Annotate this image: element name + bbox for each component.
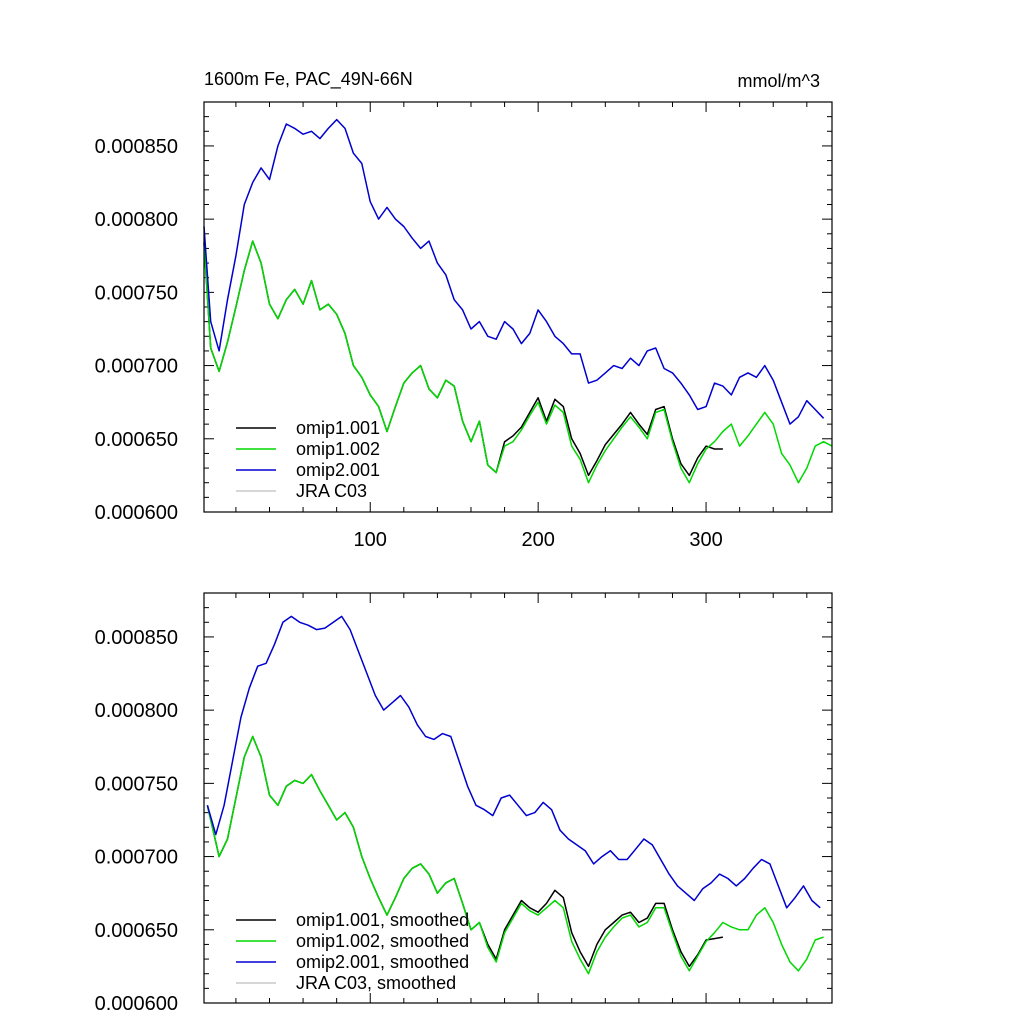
y-tick-label: 0.000750 xyxy=(95,773,178,795)
top-panel-title: 1600m Fe, PAC_49N-66N xyxy=(204,69,413,90)
top-panel-units: mmol/m^3 xyxy=(738,71,820,91)
legend-label-omip1-001: omip1.001 xyxy=(296,418,380,438)
series-line-omip2-001 xyxy=(203,118,825,425)
legend-label-omip2-001: omip2.001 xyxy=(296,460,380,480)
legend-label-omip1-002-smoothed: omip1.002, smoothed xyxy=(296,931,469,951)
top-panel-frame xyxy=(203,101,833,513)
series-line-omip1-001 xyxy=(203,240,723,477)
top-panel-y-axis: 0.000600 0.000650 0.000700 0.000750 0.000800… xyxy=(95,136,178,524)
y-tick-label: 0.000750 xyxy=(95,282,178,304)
y-tick-label: 0.000650 xyxy=(95,429,178,451)
series-line-omip1-002-smoothed xyxy=(206,735,824,975)
series-line-omip2-001-smoothed xyxy=(206,615,821,909)
y-tick-label: 0.000600 xyxy=(95,502,178,524)
y-tick-label: 0.000850 xyxy=(95,136,178,158)
y-tick-label: 0.000700 xyxy=(95,847,178,869)
top-panel: 1600m Fe, PAC_49N-66N mmol/m^3 0.0006000… xyxy=(95,69,833,551)
bottom-panel-frame xyxy=(203,592,833,1004)
y-tick-label: 0.000800 xyxy=(95,700,178,722)
y-tick-label: 0.000700 xyxy=(95,356,178,378)
y-tick-label: 0.000800 xyxy=(95,209,178,231)
x-tick-label: 300 xyxy=(689,529,722,551)
x-tick-label: 200 xyxy=(521,529,554,551)
legend-label-omip1-002: omip1.002 xyxy=(296,439,380,459)
bottom-panel-series xyxy=(206,615,824,975)
legend-label-jra-c03: JRA C03 xyxy=(296,481,367,501)
top-panel-x-axis: 100 200 300 xyxy=(354,529,723,551)
x-tick-label: 100 xyxy=(354,529,387,551)
legend-label-omip1-001-smoothed: omip1.001, smoothed xyxy=(296,910,469,930)
y-tick-label: 0.000650 xyxy=(95,920,178,942)
y-tick-label: 0.000850 xyxy=(95,627,178,649)
y-tick-label: 0.000600 xyxy=(95,993,178,1015)
legend-label-jra-c03-smoothed: JRA C03, smoothed xyxy=(296,973,456,993)
top-panel-ticks xyxy=(204,101,832,513)
series-line-omip1-002 xyxy=(203,240,833,484)
bottom-panel-y-axis: 0.000600 0.000650 0.000700 0.000750 0.000800… xyxy=(95,627,178,1015)
bottom-panel: 0.000600 0.000650 0.000700 0.000750 0.000800… xyxy=(95,592,833,1015)
legend-label-omip2-001-smoothed: omip2.001, smoothed xyxy=(296,952,469,972)
top-panel-series xyxy=(203,118,833,484)
